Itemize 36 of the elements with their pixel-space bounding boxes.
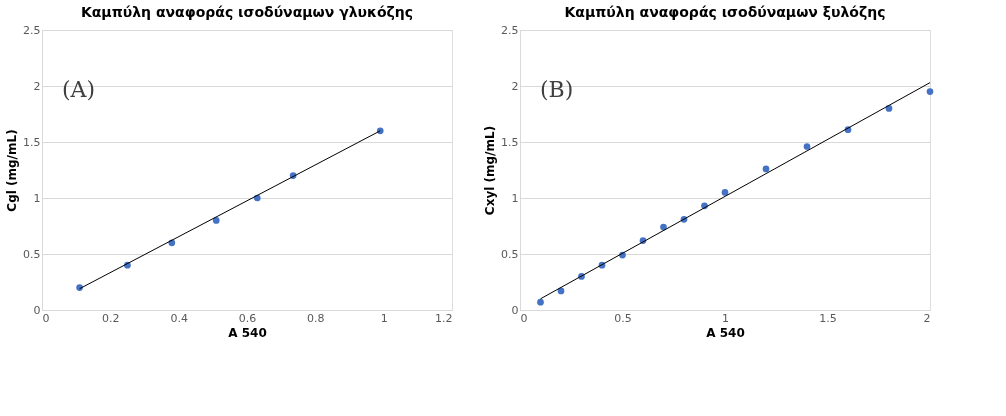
point [212,217,220,224]
y-tick-label: 1 [33,191,41,205]
x-tick-label: 0.2 [102,311,120,325]
y-tick-label: 2.5 [23,23,41,37]
y-axis-title: Cxyl (mg/mL) [483,125,498,216]
x-tick-label: 1 [380,311,388,325]
chart-title: Καμπύλη αναφοράς ισοδύναμων ξυλόζης [564,4,886,20]
y-tick-label: 2 [33,79,41,93]
y-tick-label: 1.5 [501,135,519,149]
point [537,298,544,306]
y-tick-label: 0.5 [23,247,41,261]
y-tick-label: 2.5 [501,23,519,37]
y-tick-label: 0.5 [501,247,519,261]
point [926,88,934,95]
x-tick-label: 0.4 [170,311,188,325]
x-tick-label: 0 [520,311,528,325]
x-tick-label: 0.8 [307,311,325,325]
x-axis-title: A 540 [228,325,267,340]
x-tick-label: 1 [722,311,729,325]
point [721,189,729,196]
y-tick-label: 1 [511,191,519,205]
x-tick-label: 1.2 [435,311,453,325]
y-tick-label: 1.5 [23,135,41,149]
x-tick-label: 2 [923,311,931,325]
annotation: (B) [540,77,574,102]
x-tick-label: 1.5 [819,311,837,325]
point [762,165,770,173]
x-tick-label: 0 [42,311,50,325]
annotation: (A) [62,77,96,102]
y-axis-title: Cgl (mg/mL) [5,129,20,212]
x-tick-label: 0.5 [614,311,632,325]
x-tick-label: 0.6 [238,311,257,325]
x-axis-title: A 540 [706,325,745,340]
y-tick-label: 2 [511,79,519,93]
chart-title: Καμπύλη αναφοράς ισοδύναμων γλυκόζης [80,4,414,20]
point [803,143,811,150]
